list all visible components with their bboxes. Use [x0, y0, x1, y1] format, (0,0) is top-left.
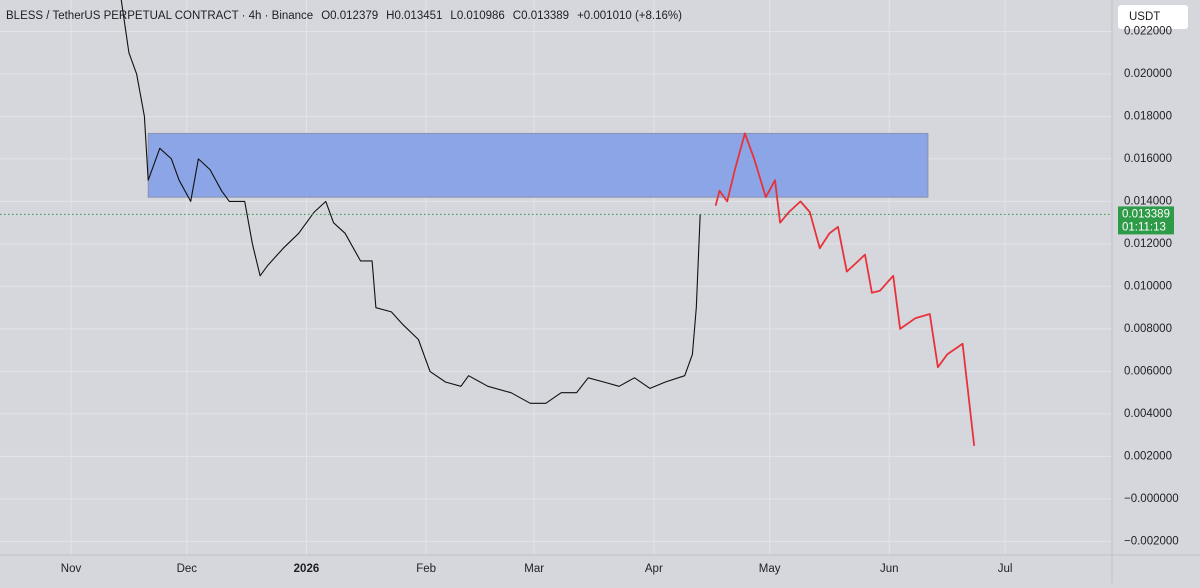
x-tick-label: Apr — [645, 563, 663, 575]
ohlc-value: O0.012379 — [321, 10, 378, 22]
ohlc-value: H0.013451 — [386, 10, 442, 22]
y-tick-label: 0.018000 — [1124, 110, 1172, 122]
y-tick-label: −0.002000 — [1124, 535, 1179, 547]
price-line — [714, 132, 976, 446]
price-line — [120, 0, 701, 404]
y-tick-label: 0.020000 — [1124, 68, 1172, 80]
y-tick-label: 0.014000 — [1124, 195, 1172, 207]
chart-title: BLESS / TetherUS PERPETUAL CONTRACT · 4h… — [6, 10, 313, 22]
currency-label: USDT — [1129, 11, 1160, 23]
y-tick-label: −0.000000 — [1124, 493, 1179, 505]
current-price-label: 0.013389 — [1122, 208, 1170, 220]
countdown-label: 01:11:13 — [1122, 221, 1166, 233]
y-tick-label: 0.004000 — [1124, 408, 1172, 420]
x-tick-label: May — [759, 563, 781, 575]
ohlc-value: L0.010986 — [450, 10, 504, 22]
y-tick-label: 0.016000 — [1124, 153, 1172, 165]
x-tick-label: Nov — [61, 563, 82, 575]
x-tick-label: Mar — [524, 563, 544, 575]
y-tick-label: 0.008000 — [1124, 323, 1172, 335]
x-tick-label: Dec — [177, 563, 198, 575]
y-tick-label: 0.010000 — [1124, 280, 1172, 292]
y-tick-label: 0.022000 — [1124, 25, 1172, 37]
y-tick-label: 0.012000 — [1124, 238, 1172, 250]
x-tick-label: Jun — [880, 563, 899, 575]
x-tick-label: Jul — [998, 563, 1013, 575]
y-tick-label: 0.002000 — [1124, 450, 1172, 462]
chart-header: BLESS / TetherUS PERPETUAL CONTRACT · 4h… — [6, 10, 682, 22]
resistance-zone — [147, 132, 929, 198]
ohlc-value: C0.013389 — [513, 10, 569, 22]
ohlc-value: +0.001010 (+8.16%) — [577, 10, 682, 22]
x-tick-label: 2026 — [294, 563, 320, 575]
currency-button[interactable] — [1118, 5, 1188, 29]
x-tick-label: Feb — [416, 563, 436, 575]
current-price-box — [1118, 206, 1174, 235]
y-tick-label: 0.006000 — [1124, 365, 1172, 377]
